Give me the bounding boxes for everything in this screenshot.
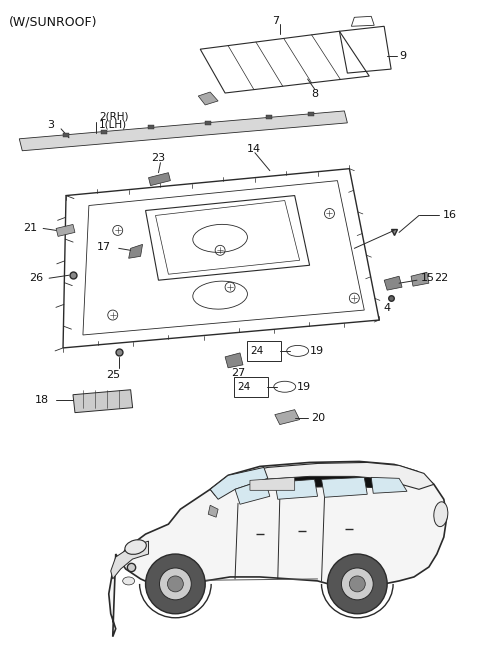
Text: 8: 8 bbox=[311, 89, 318, 99]
Bar bbox=[101, 129, 107, 134]
Polygon shape bbox=[384, 276, 402, 290]
Polygon shape bbox=[322, 478, 367, 497]
Polygon shape bbox=[111, 541, 148, 579]
Polygon shape bbox=[198, 92, 218, 105]
Ellipse shape bbox=[434, 502, 448, 527]
Text: 14: 14 bbox=[247, 144, 261, 154]
Text: 21: 21 bbox=[23, 224, 37, 234]
Polygon shape bbox=[250, 478, 295, 490]
Bar bbox=[266, 115, 272, 119]
Ellipse shape bbox=[125, 540, 146, 554]
Ellipse shape bbox=[123, 577, 134, 585]
Polygon shape bbox=[275, 409, 300, 424]
Text: 24: 24 bbox=[250, 346, 263, 356]
Text: 25: 25 bbox=[106, 370, 120, 380]
Polygon shape bbox=[371, 478, 407, 493]
Polygon shape bbox=[235, 480, 270, 504]
Text: 17: 17 bbox=[96, 242, 111, 253]
Text: 19: 19 bbox=[310, 346, 324, 356]
Text: 1(LH): 1(LH) bbox=[99, 120, 127, 130]
Text: 26: 26 bbox=[29, 273, 43, 283]
Circle shape bbox=[159, 568, 192, 600]
Polygon shape bbox=[109, 461, 447, 637]
Bar bbox=[148, 125, 154, 129]
Circle shape bbox=[341, 568, 373, 600]
Circle shape bbox=[168, 576, 183, 592]
Polygon shape bbox=[56, 224, 75, 236]
Text: 16: 16 bbox=[443, 211, 457, 220]
Text: 15: 15 bbox=[421, 273, 435, 283]
Polygon shape bbox=[129, 244, 143, 258]
Text: 24: 24 bbox=[237, 382, 250, 392]
Circle shape bbox=[327, 554, 387, 614]
Polygon shape bbox=[19, 111, 348, 151]
Text: 9: 9 bbox=[399, 51, 406, 61]
Polygon shape bbox=[225, 353, 243, 368]
Polygon shape bbox=[248, 476, 389, 490]
Circle shape bbox=[145, 554, 205, 614]
Text: 22: 22 bbox=[434, 273, 448, 283]
Text: 4: 4 bbox=[384, 303, 391, 313]
Text: 2(RH): 2(RH) bbox=[99, 112, 128, 122]
Text: 19: 19 bbox=[297, 382, 311, 392]
Bar bbox=[205, 121, 211, 125]
Polygon shape bbox=[411, 272, 429, 286]
Polygon shape bbox=[210, 462, 434, 495]
Text: 7: 7 bbox=[272, 16, 279, 26]
Polygon shape bbox=[148, 173, 170, 186]
Polygon shape bbox=[208, 505, 218, 517]
Polygon shape bbox=[210, 468, 268, 499]
Text: (W/SUNROOF): (W/SUNROOF) bbox=[9, 15, 98, 28]
Bar bbox=[309, 112, 314, 115]
Text: 3: 3 bbox=[48, 120, 55, 130]
Text: 20: 20 bbox=[312, 413, 326, 422]
Circle shape bbox=[349, 576, 365, 592]
Text: 18: 18 bbox=[35, 395, 49, 405]
Bar bbox=[63, 133, 70, 136]
Polygon shape bbox=[73, 390, 132, 413]
Polygon shape bbox=[275, 480, 318, 499]
Polygon shape bbox=[351, 16, 374, 26]
Text: 23: 23 bbox=[151, 153, 166, 163]
Text: 27: 27 bbox=[231, 368, 245, 378]
